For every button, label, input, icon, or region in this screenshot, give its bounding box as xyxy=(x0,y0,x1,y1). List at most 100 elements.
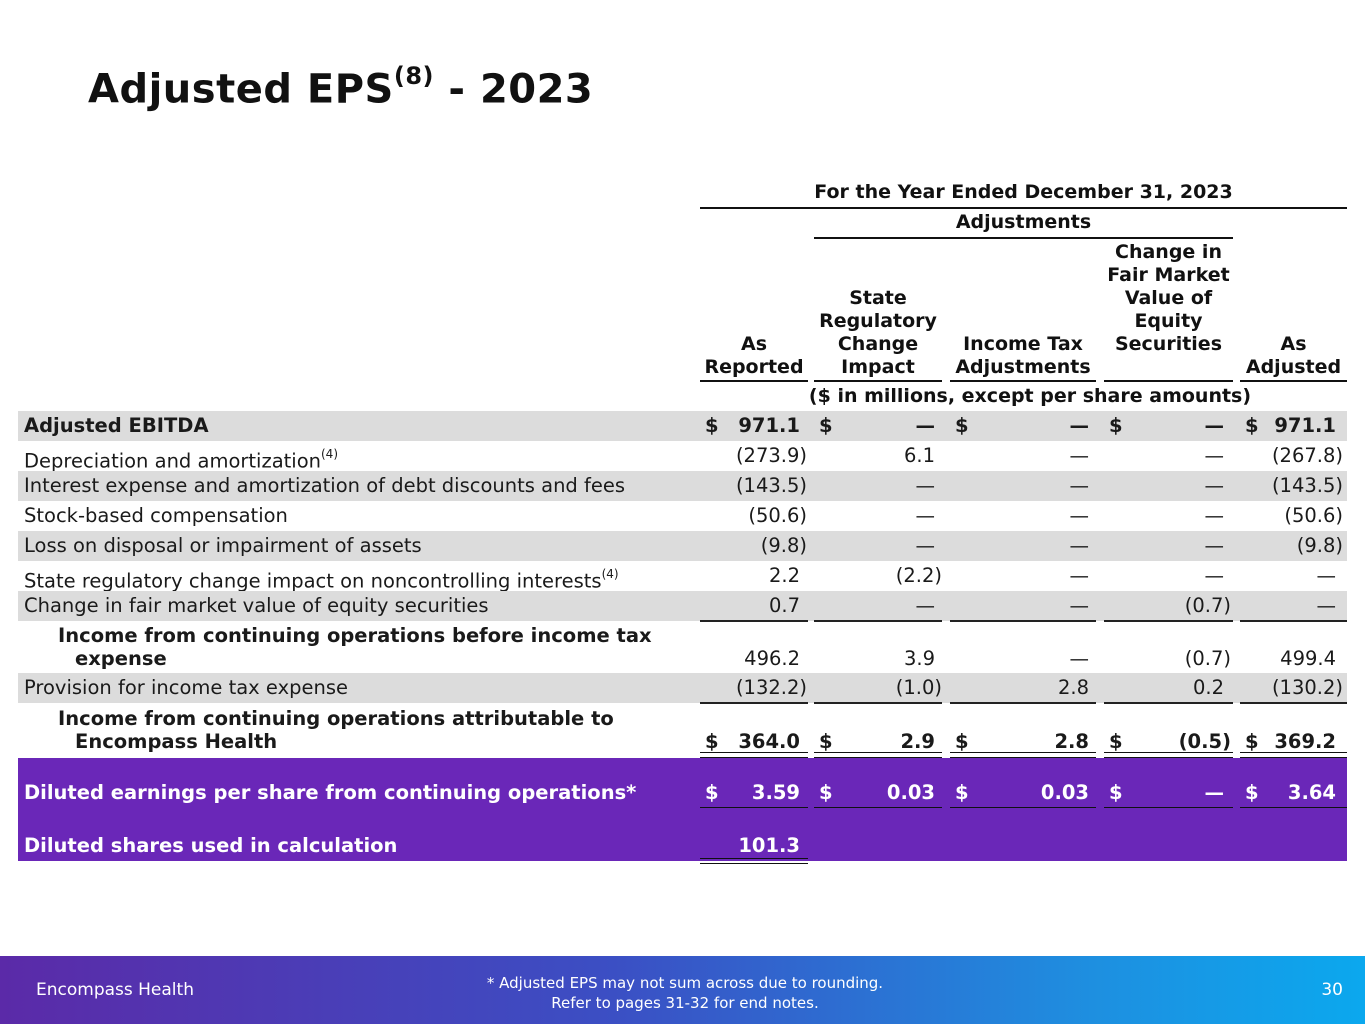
cell-state-regulatory: — xyxy=(915,474,936,497)
cell-fair-value: — xyxy=(1204,504,1225,527)
cell-as-adjusted: 369.2 xyxy=(1274,730,1336,753)
shares-highlight-row: Diluted shares used in calculation 101.3 xyxy=(18,810,1347,861)
cell-state-regulatory: 6.1 xyxy=(903,444,935,467)
col-header-state-regulatory: State Regulatory Change Impact xyxy=(819,287,937,378)
cell-as-reported: 0.7 xyxy=(768,594,800,617)
dollar-sign: $ xyxy=(1109,730,1123,753)
dollar-sign: $ xyxy=(705,781,719,804)
col-header-as-reported: As Reported xyxy=(704,333,804,378)
cell-as-adjusted: (130.2) xyxy=(1271,676,1343,699)
table-row: Income from continuing operations attrib… xyxy=(18,703,1347,758)
cell-as-reported: (50.6) xyxy=(748,504,807,527)
row-label: Provision for income tax expense xyxy=(24,676,349,699)
row-label: Stock-based compensation xyxy=(24,504,288,527)
footnote-ref: (4) xyxy=(321,447,338,461)
cell-as-reported: 364.0 xyxy=(738,730,800,753)
cell-fair-value: — xyxy=(1204,564,1225,587)
cell-as-adjusted: 499.4 xyxy=(1280,647,1336,670)
cell-fair-value: — xyxy=(1204,534,1225,557)
row-label: Income from continuing operations attrib… xyxy=(58,707,614,730)
dollar-sign: $ xyxy=(955,730,969,753)
period-underline xyxy=(700,207,1347,209)
row-label-continued: Encompass Health xyxy=(75,730,278,753)
cell-income-tax: 0.03 xyxy=(1040,781,1089,804)
cell-income-tax: — xyxy=(1069,594,1090,617)
cell-as-reported: (9.8) xyxy=(760,534,807,557)
cell-income-tax: — xyxy=(1069,414,1090,437)
footer-note: * Adjusted EPS may not sum across due to… xyxy=(470,973,900,1013)
row-label: Diluted earnings per share from continui… xyxy=(24,781,637,804)
row-label: Interest expense and amortization of deb… xyxy=(24,474,626,497)
table-row: Income from continuing operations before… xyxy=(18,621,1347,673)
row-label-text: State regulatory change impact on noncon… xyxy=(24,569,602,593)
cell-fair-value: (0.5) xyxy=(1178,730,1231,753)
subtotal-rule xyxy=(950,702,1096,704)
cell-income-tax: — xyxy=(1069,647,1090,670)
cell-fair-value: — xyxy=(1204,474,1225,497)
row-label-text: Depreciation and amortization xyxy=(24,449,321,473)
cell-as-adjusted: — xyxy=(1316,594,1337,617)
total-double-rule xyxy=(700,752,808,758)
col-underline xyxy=(1104,380,1233,382)
cell-state-regulatory: 3.9 xyxy=(903,647,935,670)
cell-state-regulatory: (2.2) xyxy=(895,564,942,587)
cell-as-reported: (143.5) xyxy=(735,474,807,497)
footer-brand: Encompass Health xyxy=(36,980,194,1000)
title-year: - 2023 xyxy=(433,66,594,113)
footnote-ref: (4) xyxy=(601,567,619,581)
total-double-rule xyxy=(814,752,942,758)
subtotal-rule xyxy=(700,702,808,704)
col-underline xyxy=(814,380,942,382)
row-label: Adjusted EBITDA xyxy=(24,414,209,437)
cell-as-adjusted: — xyxy=(1316,564,1337,587)
dollar-sign: $ xyxy=(955,414,969,437)
cell-income-tax: — xyxy=(1069,504,1090,527)
cell-state-regulatory: — xyxy=(915,504,936,527)
total-double-rule xyxy=(1240,752,1347,758)
cell-state-regulatory: (1.0) xyxy=(895,676,942,699)
total-double-rule xyxy=(700,858,808,864)
cell-income-tax: 2.8 xyxy=(1057,676,1089,699)
cell-as-adjusted: (9.8) xyxy=(1296,534,1343,557)
cell-as-adjusted: (143.5) xyxy=(1271,474,1343,497)
cell-state-regulatory: 2.9 xyxy=(900,730,935,753)
cell-fair-value: — xyxy=(1204,444,1225,467)
col-underline xyxy=(1240,380,1347,382)
table-row: Change in fair market value of equity se… xyxy=(18,591,1347,622)
col-header-as-adjusted: As Adjusted xyxy=(1245,333,1342,378)
footer-bar: Encompass Health * Adjusted EPS may not … xyxy=(0,956,1365,1024)
cell-as-reported: (132.2) xyxy=(735,676,807,699)
row-label: Diluted shares used in calculation xyxy=(24,834,398,857)
eps-highlight-row: Diluted earnings per share from continui… xyxy=(18,758,1347,813)
subtotal-rule xyxy=(950,620,1096,622)
dollar-sign: $ xyxy=(705,414,719,437)
col-underline xyxy=(950,380,1096,382)
col-underline xyxy=(700,380,808,382)
cell-state-regulatory: — xyxy=(915,534,936,557)
dollar-sign: $ xyxy=(1245,730,1259,753)
subtotal-rule xyxy=(1240,702,1347,704)
cell-state-regulatory: — xyxy=(915,594,936,617)
cell-state-regulatory: 0.03 xyxy=(886,781,935,804)
dollar-sign: $ xyxy=(955,781,969,804)
cell-as-reported: (273.9) xyxy=(735,444,807,467)
row-label: Depreciation and amortization(4) xyxy=(24,441,338,477)
col-header-fair-value: Change in Fair Market Value of Equity Se… xyxy=(1107,241,1230,355)
table-row: Interest expense and amortization of deb… xyxy=(18,471,1347,501)
subtotal-rule xyxy=(1104,620,1233,622)
adjustments-underline xyxy=(814,237,1233,239)
cell-income-tax: — xyxy=(1069,534,1090,557)
dollar-sign: $ xyxy=(1109,781,1123,804)
title-text: Adjusted EPS xyxy=(88,66,394,113)
cell-as-adjusted: 971.1 xyxy=(1274,414,1336,437)
dollar-sign: $ xyxy=(819,414,833,437)
cell-income-tax: — xyxy=(1069,444,1090,467)
footer-note-line1: * Adjusted EPS may not sum across due to… xyxy=(486,974,884,992)
adjustments-header: Adjustments xyxy=(955,211,1092,233)
page-title: Adjusted EPS(8) - 2023 xyxy=(88,62,594,113)
row-label-continued: expense xyxy=(75,647,167,670)
cell-as-reported: 496.2 xyxy=(744,647,800,670)
title-footnote-ref: (8) xyxy=(393,62,434,90)
cell-as-reported: 2.2 xyxy=(768,564,800,587)
subtotal-rule xyxy=(814,620,942,622)
